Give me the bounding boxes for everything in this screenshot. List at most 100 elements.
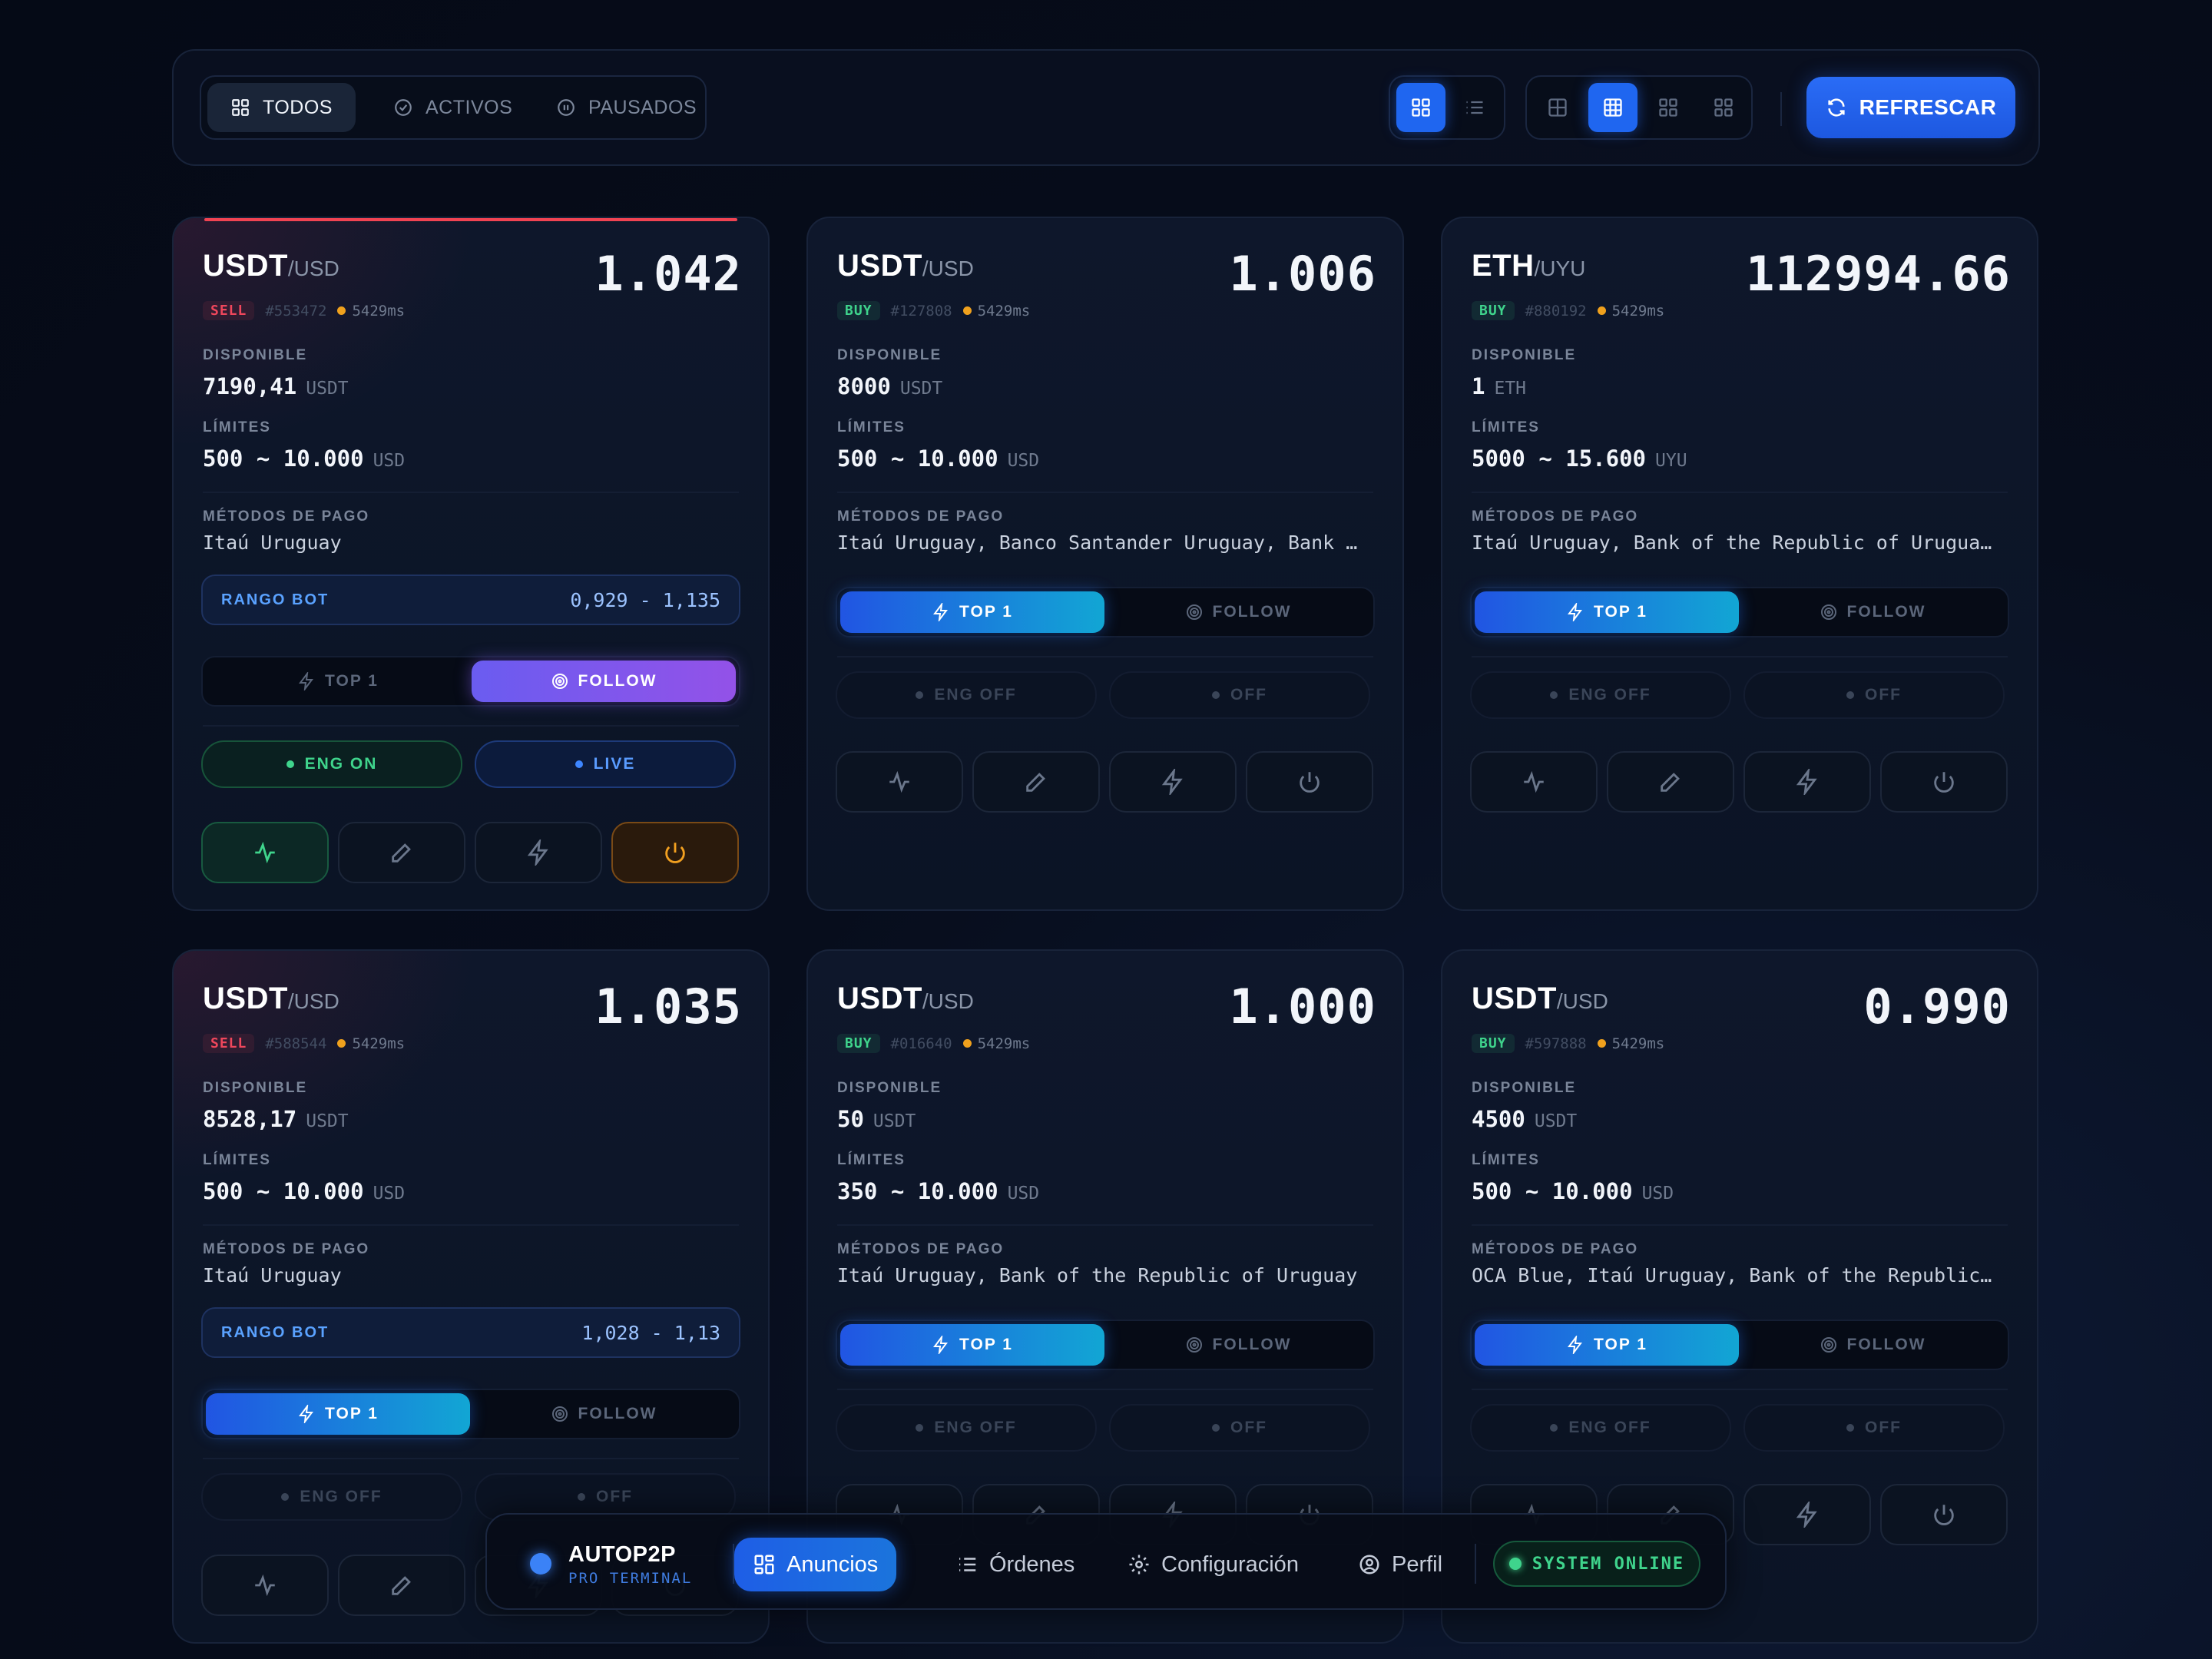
status-dot bbox=[1212, 691, 1220, 699]
top1-mode-button[interactable]: TOP 1 bbox=[206, 1393, 470, 1435]
engine-toggle[interactable]: ENG OFF bbox=[1470, 1404, 1731, 1452]
available-value: 1 ETH bbox=[1472, 373, 1526, 399]
edit-button[interactable] bbox=[338, 1555, 465, 1616]
boost-button[interactable] bbox=[1109, 751, 1237, 813]
trading-pair: USDT /USD bbox=[837, 249, 974, 283]
activity-icon bbox=[1524, 770, 1544, 793]
ad-price: 1.006 bbox=[1229, 246, 1376, 302]
follow-mode-button[interactable]: FOLLOW bbox=[1106, 591, 1370, 633]
top1-mode-button[interactable]: TOP 1 bbox=[1475, 591, 1739, 633]
live-label: OFF bbox=[1865, 686, 1902, 704]
grid-icon bbox=[232, 99, 249, 116]
refresh-button[interactable]: REFRESCAR bbox=[1806, 77, 2015, 138]
follow-mode-button[interactable]: FOLLOW bbox=[472, 661, 736, 702]
follow-mode-button[interactable]: FOLLOW bbox=[1740, 1324, 2005, 1366]
columns-5-button[interactable] bbox=[1699, 83, 1748, 132]
top1-mode-button[interactable]: TOP 1 bbox=[1475, 1324, 1739, 1366]
power-button[interactable] bbox=[611, 822, 739, 883]
available-unit: USDT bbox=[873, 1111, 916, 1131]
mode-toggle: TOP 1 FOLLOW bbox=[201, 1389, 740, 1439]
latency-value: 5429ms bbox=[1611, 302, 1665, 320]
live-toggle[interactable]: OFF bbox=[1743, 1404, 2005, 1452]
nav-divider bbox=[733, 1544, 734, 1584]
activity-button[interactable] bbox=[201, 1555, 329, 1616]
limit-max: 10.000 bbox=[917, 1178, 998, 1204]
ad-id: #588544 bbox=[265, 1035, 327, 1052]
ad-card: USDT /USD 1.042 SELL #553472 5429ms DISP… bbox=[172, 217, 770, 911]
live-toggle[interactable]: LIVE bbox=[475, 740, 736, 788]
live-toggle[interactable]: OFF bbox=[1109, 671, 1370, 719]
columns-3-button[interactable] bbox=[1588, 83, 1637, 132]
available-value: 7190,41 USDT bbox=[203, 373, 349, 399]
nav-item-ordenes[interactable]: Órdenes bbox=[937, 1538, 1093, 1591]
activity-button[interactable] bbox=[836, 751, 963, 813]
boost-button[interactable] bbox=[475, 822, 602, 883]
filter-todos-tab[interactable]: TODOS bbox=[207, 83, 356, 132]
live-toggle[interactable]: OFF bbox=[475, 1473, 736, 1521]
latency-dot bbox=[1597, 306, 1606, 315]
mode-toggle: TOP 1 FOLLOW bbox=[836, 1320, 1375, 1370]
top1-mode-button[interactable]: TOP 1 bbox=[840, 591, 1104, 633]
boost-button[interactable] bbox=[1743, 1484, 1871, 1545]
power-button[interactable] bbox=[1880, 751, 2008, 813]
ad-price: 1.000 bbox=[1229, 979, 1376, 1035]
limit-min: 500 bbox=[203, 445, 243, 472]
nav-item-configuracion[interactable]: Configuración bbox=[1109, 1538, 1317, 1591]
latency: 5429ms bbox=[337, 1035, 405, 1052]
available-amount: 8528,17 bbox=[203, 1106, 297, 1132]
activity-button[interactable] bbox=[201, 822, 329, 883]
live-toggle[interactable]: OFF bbox=[1743, 671, 2005, 719]
available-label: DISPONIBLE bbox=[203, 347, 308, 363]
filter-pausados-tab[interactable]: PAUSADOS bbox=[533, 83, 720, 132]
top1-mode-button[interactable]: TOP 1 bbox=[840, 1324, 1104, 1366]
edit-button[interactable] bbox=[338, 822, 465, 883]
system-status-badge: SYSTEM ONLINE bbox=[1493, 1541, 1700, 1587]
pair-base: ETH bbox=[1472, 249, 1535, 283]
limit-unit: USD bbox=[373, 1184, 406, 1204]
nav-item-anuncios[interactable]: Anuncios bbox=[734, 1538, 897, 1591]
live-label: OFF bbox=[596, 1488, 633, 1505]
power-button[interactable] bbox=[1246, 751, 1373, 813]
ad-card: ETH /UYU 112994.66 BUY #880192 5429ms DI… bbox=[1441, 217, 2038, 911]
available-value: 8000 USDT bbox=[837, 373, 942, 399]
mode-toggle: TOP 1 FOLLOW bbox=[201, 656, 740, 707]
engine-toggle[interactable]: ENG OFF bbox=[836, 1404, 1097, 1452]
side-badge: BUY bbox=[1472, 1034, 1515, 1053]
filter-activos-tab[interactable]: ACTIVOS bbox=[370, 83, 535, 132]
latency-value: 5429ms bbox=[977, 302, 1031, 320]
engine-toggle[interactable]: ENG ON bbox=[201, 740, 462, 788]
activity-button[interactable] bbox=[1470, 751, 1598, 813]
live-label: OFF bbox=[1230, 1419, 1267, 1436]
limit-min: 500 bbox=[203, 1178, 243, 1204]
latency: 5429ms bbox=[962, 1035, 1030, 1052]
list-view-button[interactable] bbox=[1450, 83, 1499, 132]
follow-mode-button[interactable]: FOLLOW bbox=[1740, 591, 2005, 633]
side-badge: SELL bbox=[203, 1034, 255, 1053]
status-dot bbox=[286, 760, 294, 768]
bolt-icon bbox=[1568, 1336, 1583, 1354]
latency-dot bbox=[337, 1039, 346, 1048]
follow-mode-button[interactable]: FOLLOW bbox=[472, 1393, 736, 1435]
limit-separator: ~ bbox=[256, 445, 270, 472]
filter-label: ACTIVOS bbox=[426, 96, 513, 118]
boost-button[interactable] bbox=[1743, 751, 1871, 813]
pair-base: USDT bbox=[837, 982, 922, 1015]
mode-toggle: TOP 1 FOLLOW bbox=[1470, 1320, 2009, 1370]
latency-dot bbox=[962, 1039, 972, 1048]
top1-mode-button[interactable]: TOP 1 bbox=[206, 661, 470, 702]
live-toggle[interactable]: OFF bbox=[1109, 1404, 1370, 1452]
edit-button[interactable] bbox=[1607, 751, 1734, 813]
limit-separator: ~ bbox=[890, 1178, 905, 1204]
grid-view-button[interactable] bbox=[1396, 83, 1445, 132]
nav-item-perfil[interactable]: Perfil bbox=[1339, 1538, 1461, 1591]
columns-4-button[interactable] bbox=[1644, 83, 1693, 132]
engine-toggle[interactable]: ENG OFF bbox=[836, 671, 1097, 719]
latency: 5429ms bbox=[1597, 302, 1665, 320]
engine-toggle[interactable]: ENG OFF bbox=[201, 1473, 462, 1521]
columns-2-button[interactable] bbox=[1533, 83, 1582, 132]
edit-button[interactable] bbox=[972, 751, 1100, 813]
power-button[interactable] bbox=[1880, 1484, 2008, 1545]
ad-price: 112994.66 bbox=[1746, 246, 2011, 302]
engine-toggle[interactable]: ENG OFF bbox=[1470, 671, 1731, 719]
follow-mode-button[interactable]: FOLLOW bbox=[1106, 1324, 1370, 1366]
